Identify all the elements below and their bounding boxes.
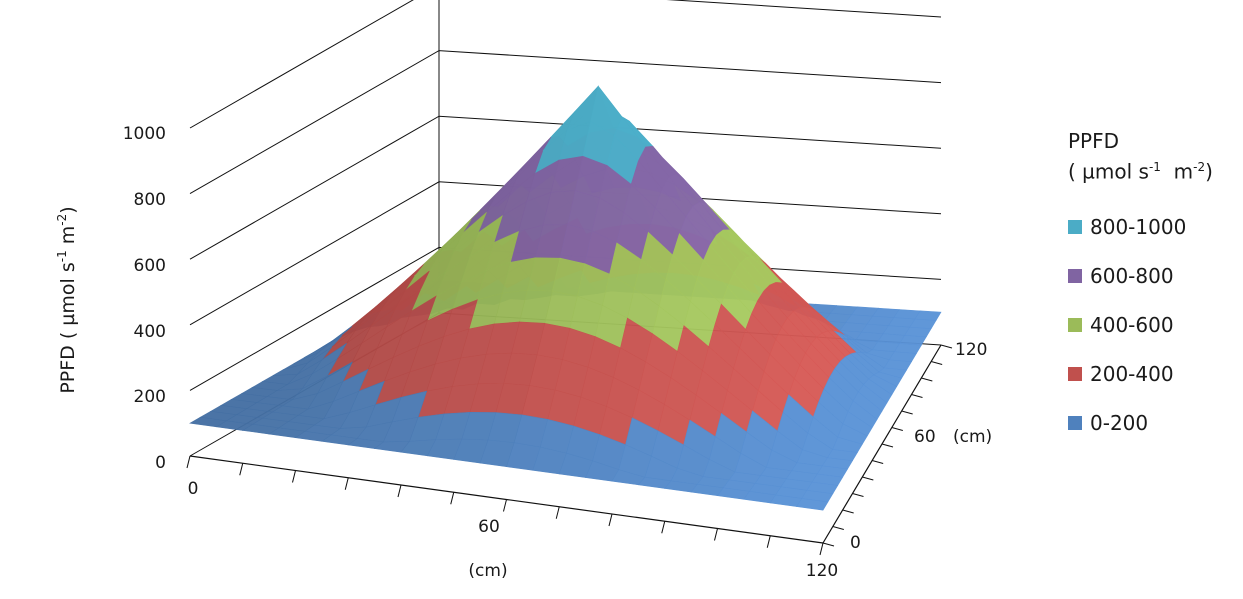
y-tick-mark [862,476,874,481]
x-tick-mark [186,455,191,469]
x-tick-mark [766,535,771,548]
y-tick-mark [832,526,844,530]
legend-swatch [1068,416,1082,431]
z-tick-label: 0 [155,453,166,473]
legend-swatch [1068,220,1082,235]
y-tick-label: 120 [955,340,987,360]
legend-title: PPFD ( µmol s-1 m-2) [1068,129,1213,184]
x-tick-mark [819,542,824,556]
x-tick-mark [555,506,560,519]
x-tick-mark [608,513,613,527]
legend: PPFD ( µmol s-1 m-2) 800-1000 600-800 40… [1068,128,1213,448]
legend-swatch [1068,269,1082,284]
x-tick-label: 60 [478,517,500,537]
x-tick-mark [714,528,718,541]
x-axis-unit: (cm) [468,561,507,581]
legend-item: 400-600 [1068,301,1213,350]
legend-item: 600-800 [1068,252,1213,301]
x-tick-mark [661,521,666,534]
legend-item: 0-200 [1068,399,1213,448]
x-axis-ticks: 0 60 120 (cm) [188,479,839,581]
z-tick-label: 800 [134,190,166,210]
legend-item: 200-400 [1068,350,1213,399]
y-axis-ticks: 0 60 120 (cm) [850,340,992,553]
z-axis-title: PPFD ( µmol s-1 m-2) [55,206,79,393]
z-axis-ticks: 0 200 400 600 800 1000 [123,124,166,473]
y-tick-mark [901,410,913,415]
x-tick-mark [292,470,296,483]
legend-swatch [1068,367,1082,382]
legend-swatch [1068,318,1082,333]
legend-item: 800-1000 [1068,203,1213,252]
x-tick-label: 0 [188,479,199,499]
y-tick-mark [931,361,943,365]
x-tick-mark [450,492,455,505]
y-tick-mark [872,460,884,464]
y-tick-mark [921,377,933,382]
gridline [189,0,942,129]
y-tick-mark [881,443,894,448]
y-tick-label: 60 [914,427,936,447]
z-tick-label: 200 [134,387,166,407]
x-tick-mark [503,499,507,512]
y-tick-mark [911,394,923,398]
y-tick-mark [822,542,835,547]
y-tick-mark [842,509,854,514]
surface-plot [189,85,942,511]
x-tick-label: 120 [806,561,838,581]
x-tick-mark [344,477,349,490]
y-tick-label: 0 [850,533,861,553]
floor-axes [186,344,953,556]
z-tick-label: 1000 [123,124,166,144]
x-tick-mark [239,463,244,476]
y-axis-unit: (cm) [953,427,992,447]
z-tick-label: 400 [134,322,166,342]
y-tick-mark [852,493,864,497]
z-tick-label: 600 [134,256,166,276]
y-tick-mark [940,344,953,349]
x-tick-mark [397,484,402,498]
surface-facet [796,498,829,511]
surface-facet [189,416,228,428]
y-tick-mark [891,427,903,431]
